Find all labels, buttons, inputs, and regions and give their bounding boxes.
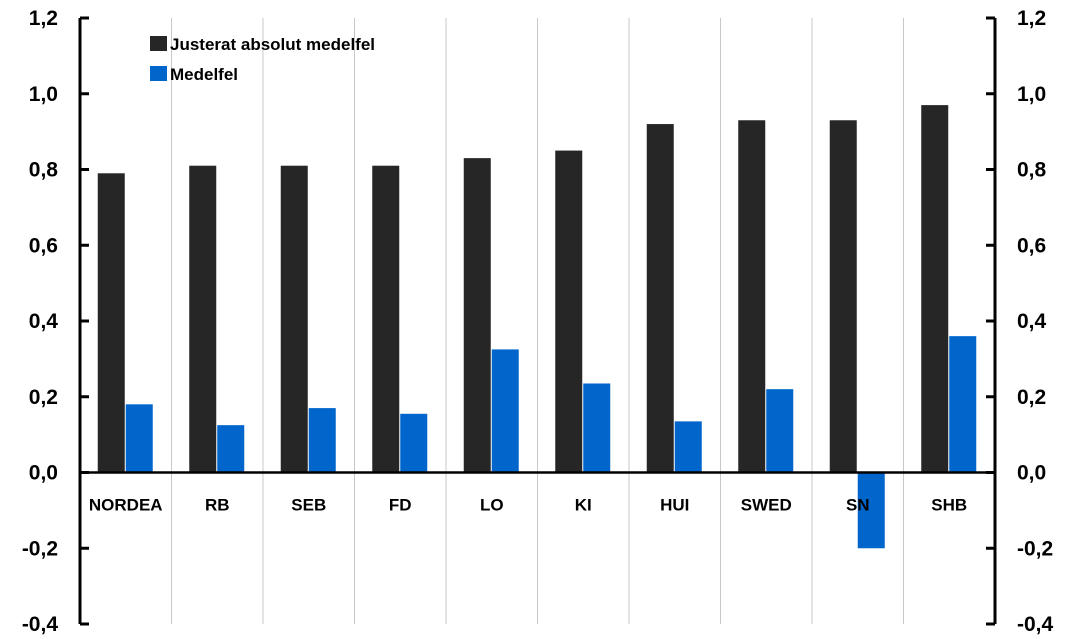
bar-justerat-sn	[829, 120, 857, 473]
y-tick-left-label: 0,0	[29, 462, 58, 485]
category-label-ki: KI	[575, 496, 592, 515]
legend: Justerat absolut medelfel Medelfel	[150, 35, 375, 84]
y-tick-left-label: 0,4	[29, 310, 59, 333]
bar-justerat-fd	[372, 165, 400, 473]
y-axis-right-ticks: -0,4 -0,2 0,0 0,2 0,4 0,6 0,8 1,0 1,2	[986, 7, 1054, 636]
bar-medelfel-lo	[491, 349, 519, 473]
category-label-rb: RB	[205, 496, 230, 515]
y-tick-left-label: 0,8	[29, 159, 59, 182]
bars	[97, 105, 977, 549]
y-tick-right-label: 0,6	[1017, 234, 1046, 257]
category-label-lo: LO	[480, 496, 504, 515]
y-tick-right-label: 0,2	[1017, 386, 1046, 409]
bar-medelfel-rb	[217, 425, 245, 473]
y-tick-left-label: 1,0	[29, 83, 58, 106]
bar-justerat-hui	[646, 124, 674, 473]
grid-lines	[171, 18, 904, 624]
category-label-fd: FD	[389, 496, 412, 515]
category-label-nordea: NORDEA	[89, 496, 163, 515]
bar-medelfel-sn	[857, 472, 885, 549]
bar-medelfel-nordea	[125, 404, 153, 473]
bar-justerat-ki	[555, 150, 583, 473]
category-label-shb: SHB	[931, 496, 967, 515]
category-label-seb: SEB	[291, 496, 326, 515]
bar-medelfel-shb	[949, 336, 977, 473]
bar-justerat-nordea	[97, 173, 125, 473]
y-tick-left-label: 0,6	[29, 234, 58, 257]
y-tick-right-label: 1,0	[1017, 83, 1046, 106]
bar-medelfel-hui	[674, 421, 702, 473]
y-tick-right-label: -0,2	[1017, 537, 1053, 560]
y-tick-left-label: -0,2	[22, 537, 58, 560]
bar-justerat-swed	[738, 120, 766, 473]
y-tick-left-label: -0,4	[22, 613, 59, 636]
bar-justerat-seb	[280, 165, 308, 473]
bar-medelfel-swed	[766, 389, 794, 473]
y-tick-right-label: 0,4	[1017, 310, 1047, 333]
category-label-hui: HUI	[660, 496, 689, 515]
legend-label-medelfel: Medelfel	[170, 65, 238, 84]
bar-medelfel-ki	[583, 383, 611, 473]
y-tick-right-label: 0,8	[1017, 159, 1047, 182]
category-labels: NORDEA RB SEB FD LO KI HUI SWED SN SHB	[89, 496, 967, 515]
category-label-swed: SWED	[741, 496, 792, 515]
bar-justerat-shb	[921, 105, 949, 473]
legend-swatch-justerat	[150, 36, 167, 51]
bar-medelfel-fd	[400, 413, 428, 473]
y-tick-right-label: 0,0	[1017, 462, 1046, 485]
legend-label-justerat: Justerat absolut medelfel	[170, 35, 375, 54]
y-tick-right-label: 1,2	[1017, 7, 1046, 30]
y-axis-left-ticks: -0,4 -0,2 0,0 0,2 0,4 0,6 0,8 1,0 1,2	[22, 7, 89, 636]
y-tick-left-label: 1,2	[29, 7, 58, 30]
y-tick-right-label: -0,4	[1017, 613, 1054, 636]
bar-justerat-rb	[189, 165, 217, 473]
bar-justerat-lo	[463, 158, 491, 473]
legend-swatch-medelfel	[150, 66, 167, 81]
bar-medelfel-seb	[308, 408, 336, 473]
category-label-sn: SN	[846, 496, 870, 515]
y-tick-left-label: 0,2	[29, 386, 58, 409]
